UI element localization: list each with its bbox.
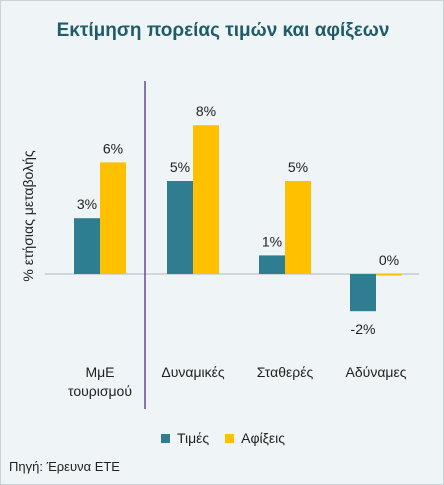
source-note: Πηγή: Έρευνα ΕΤΕ [9,459,120,474]
legend-label-prices: Τιμές [176,430,210,446]
bar-arrivals-1 [193,125,219,274]
category-label-1: Δυναμικές [161,364,225,380]
bar-prices-0 [74,218,100,274]
bar-chart: 3% 6% ΜμΕ τουρισμού 5% 8% Δυναμικές 1% 5% Σταθερέ… [45,81,419,409]
legend-swatch-arrivals [225,433,235,443]
legend-item-prices: Τιμές [160,430,210,446]
data-label-arrivals-1: 8% [196,103,216,119]
legend: Τιμές Αφίξεις [1,430,444,446]
bar-prices-1 [167,181,193,274]
bar-arrivals-0 [100,162,126,274]
bar-prices-3 [350,274,376,312]
chart-title: Εκτίμηση πορείας τιμών και αφίξεων [56,20,390,41]
data-label-prices-1: 5% [170,159,190,175]
category-label-0: ΜμΕ τουρισμού [68,364,132,399]
category-label-2: Σταθερές [257,364,314,380]
legend-item-arrivals: Αφίξεις [225,430,285,446]
bar-prices-2 [259,255,285,274]
data-label-arrivals-3: 0% [379,252,399,268]
legend-label-arrivals: Αφίξεις [241,430,286,446]
legend-swatch-prices [160,433,170,443]
data-label-arrivals-0: 6% [103,140,123,156]
category-label-3: Αδύναμες [346,364,407,380]
bar-arrivals-3 [376,274,402,276]
data-label-prices-3: -2% [351,321,376,337]
bar-arrivals-2 [285,181,311,274]
data-label-prices-2: 1% [262,233,282,249]
data-label-prices-0: 3% [77,196,97,212]
data-label-arrivals-2: 5% [288,159,308,175]
